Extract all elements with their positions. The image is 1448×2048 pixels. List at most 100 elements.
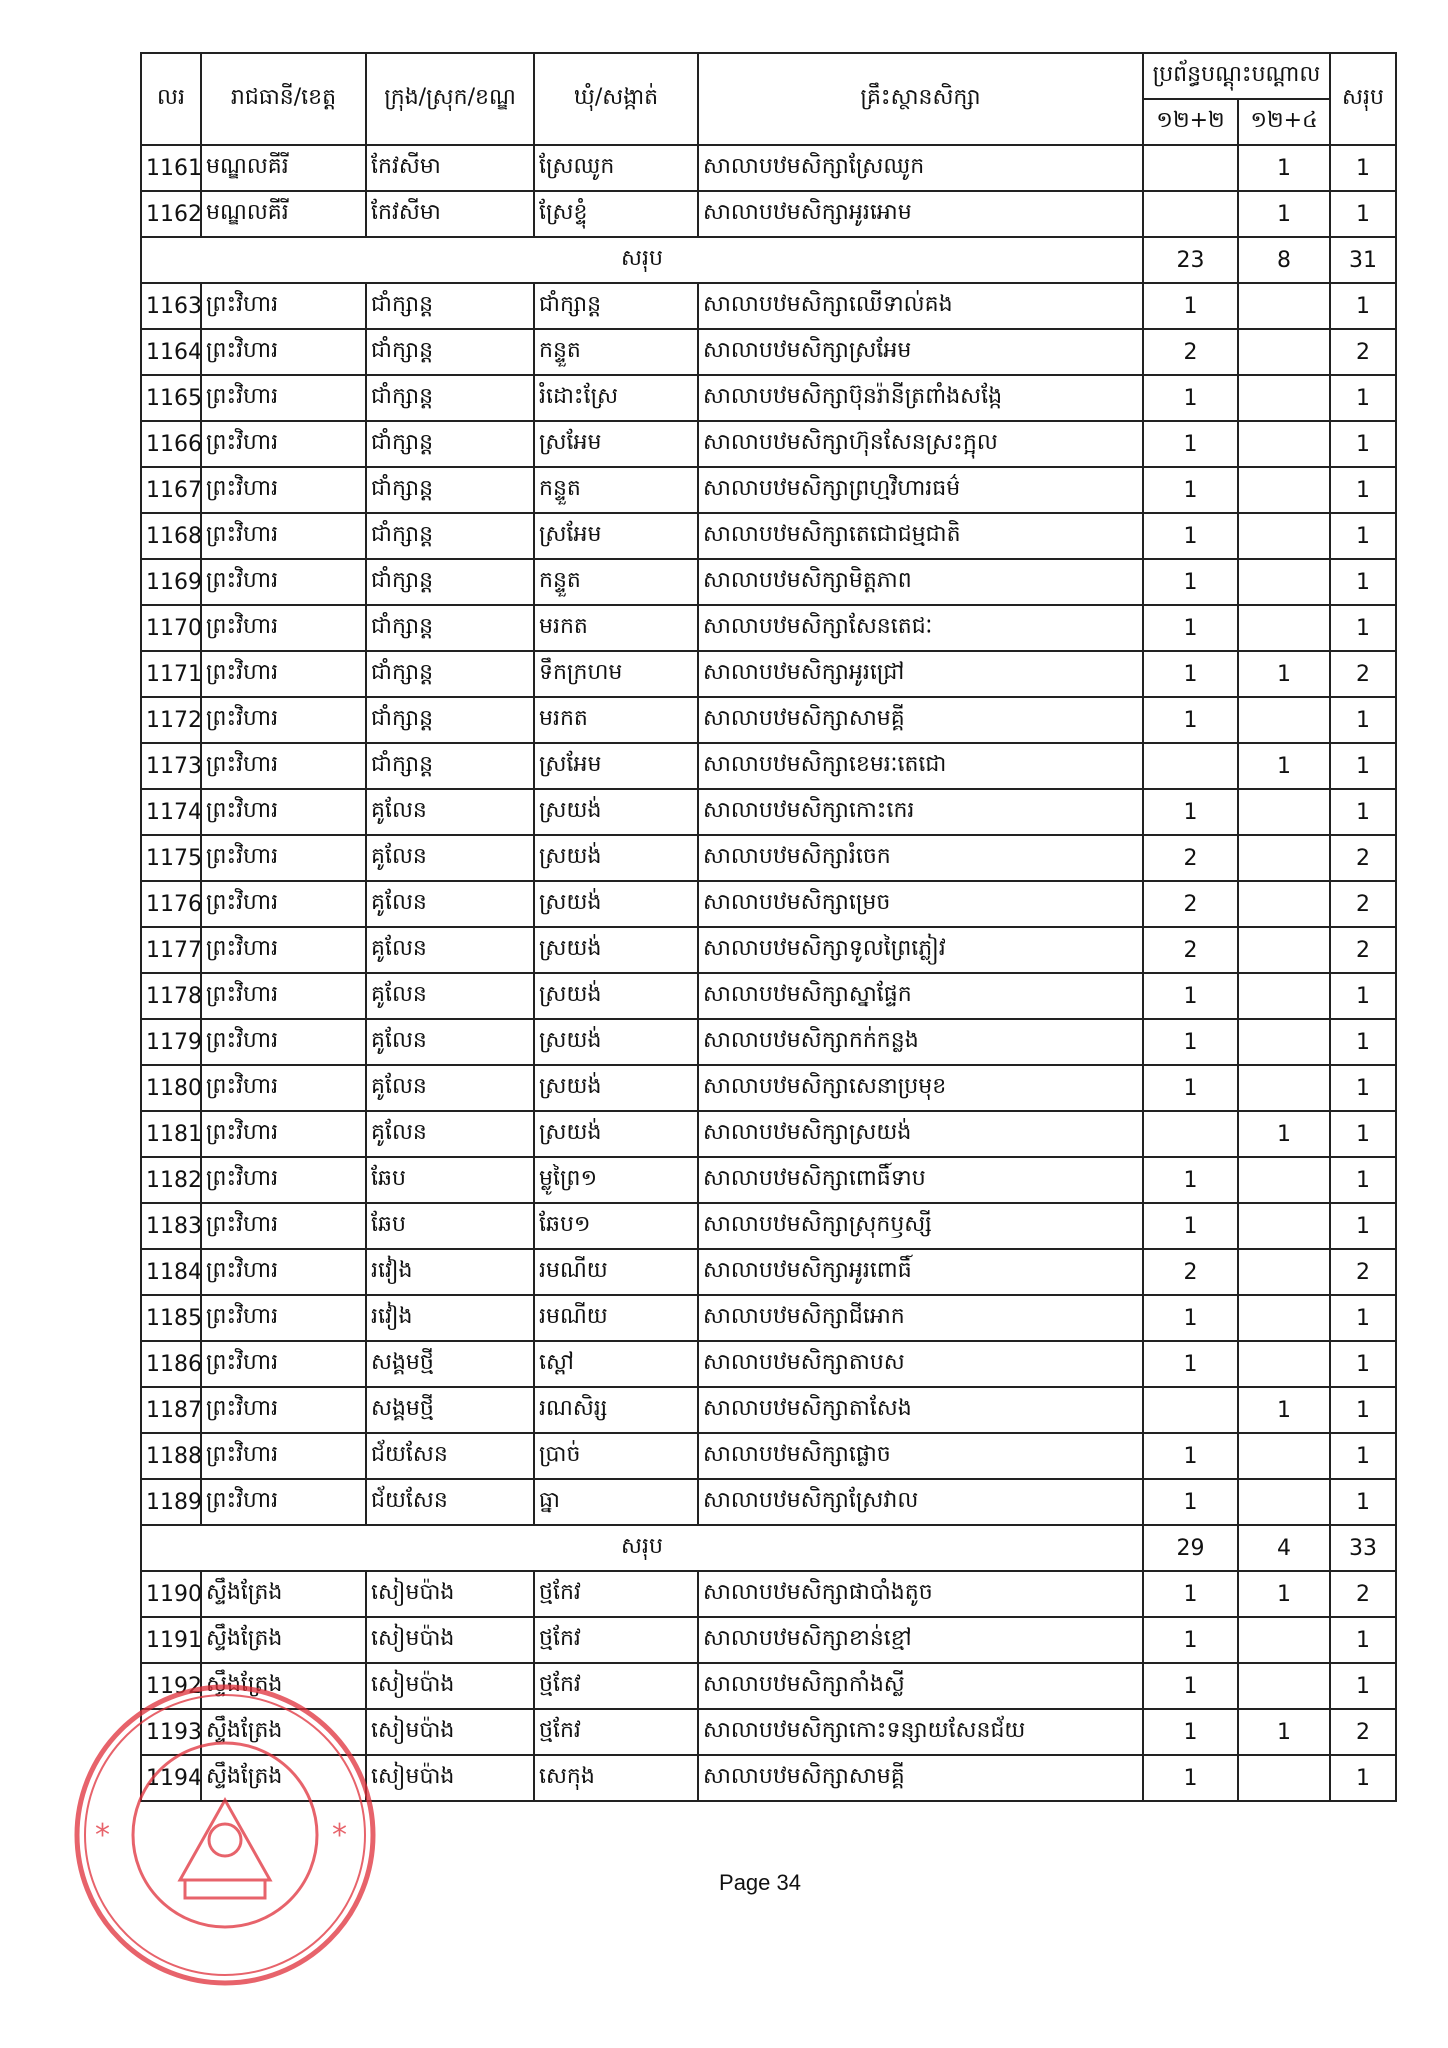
- cell-program-a: 1: [1142, 650, 1239, 698]
- cell-province: ព្រះវិហារ: [200, 880, 367, 928]
- cell-commune: ស្រអែម: [533, 512, 699, 560]
- cell-program-a: 2: [1142, 1248, 1239, 1296]
- cell-program-a: [1142, 190, 1239, 238]
- cell-program-b: [1237, 1202, 1331, 1250]
- cell-province: ព្រះវិហារ: [200, 512, 367, 560]
- cell-district: គូលែន: [365, 788, 535, 836]
- header-province: រាជធានី/ខេត្ត: [200, 52, 367, 146]
- cell-no: 1191: [140, 1616, 202, 1664]
- cell-no: 1169: [140, 558, 202, 606]
- cell-commune: ថ្មកែវ: [533, 1570, 699, 1618]
- cell-program-b: [1237, 972, 1331, 1020]
- table-row: 1183 ព្រះវិហារ ឆែប ឆែប១ សាលាបឋមសិក្សាស្រុកឫស…: [140, 1202, 1397, 1250]
- table-row: 1185 ព្រះវិហារ រវៀង រមណីយ សាលាបឋមសិក្សាជីអោក…: [140, 1294, 1397, 1342]
- cell-program-a: 1: [1142, 696, 1239, 744]
- cell-total: 1: [1329, 742, 1397, 790]
- cell-school: សាលាបឋមសិក្សាស្រែឈូក: [697, 144, 1144, 192]
- cell-district: សៀមប៉ាង: [365, 1754, 535, 1802]
- cell-commune: ម្លូព្រៃ១: [533, 1156, 699, 1204]
- cell-total: 33: [1329, 1524, 1397, 1572]
- cell-commune: រំដោះស្រែ: [533, 374, 699, 422]
- cell-no: 1192: [140, 1662, 202, 1710]
- cell-total: 2: [1329, 1248, 1397, 1296]
- cell-district: ជាំក្សាន្ត: [365, 512, 535, 560]
- cell-province: ស្ទឹងត្រែង: [200, 1570, 367, 1618]
- cell-school: សាលាបឋមសិក្សាផាបាំងតូច: [697, 1570, 1144, 1618]
- cell-total: 2: [1329, 1708, 1397, 1756]
- cell-total: 1: [1329, 788, 1397, 836]
- subtotal-label: សរុប: [140, 236, 1144, 284]
- cell-no: 1172: [140, 696, 202, 744]
- cell-program-b: 1: [1237, 144, 1331, 192]
- cell-total: 2: [1329, 650, 1397, 698]
- cell-school: សាលាបឋមសិក្សាកាំងស្លី: [697, 1662, 1144, 1710]
- header-program-b: ១២+៤: [1237, 98, 1331, 146]
- cell-commune: ទឹកក្រហម: [533, 650, 699, 698]
- cell-no: 1179: [140, 1018, 202, 1066]
- cell-program-a: 1: [1142, 466, 1239, 514]
- cell-program-a: [1142, 144, 1239, 192]
- cell-district: ជាំក្សាន្ត: [365, 742, 535, 790]
- cell-school: សាលាបឋមសិក្សាសេនាប្រមុខ: [697, 1064, 1144, 1112]
- cell-province: ព្រះវិហារ: [200, 696, 367, 744]
- cell-program-b: [1237, 1248, 1331, 1296]
- cell-school: សាលាបឋមសិក្សាស្រែវាល: [697, 1478, 1144, 1526]
- table-row: 1172 ព្រះវិហារ ជាំក្សាន្ត មរកត សាលាបឋមសិក្សា…: [140, 696, 1397, 744]
- table-row: 1171 ព្រះវិហារ ជាំក្សាន្ត ទឹកក្រហម សាលាបឋមសិ…: [140, 650, 1397, 698]
- cell-commune: ឆែប១: [533, 1202, 699, 1250]
- cell-program-b: [1237, 834, 1331, 882]
- cell-no: 1175: [140, 834, 202, 882]
- cell-province: ព្រះវិហារ: [200, 1432, 367, 1480]
- cell-no: 1190: [140, 1570, 202, 1618]
- cell-commune: ស្រែខ្ទុំ: [533, 190, 699, 238]
- cell-total: 1: [1329, 1202, 1397, 1250]
- cell-district: សៀមប៉ាង: [365, 1708, 535, 1756]
- cell-program-b: [1237, 1340, 1331, 1388]
- cell-no: 1184: [140, 1248, 202, 1296]
- cell-program-b: 1: [1237, 190, 1331, 238]
- table-row: 1164 ព្រះវិហារ ជាំក្សាន្ត កន្ទួត សាលាបឋមសិក្…: [140, 328, 1397, 376]
- cell-program-a: 1: [1142, 1064, 1239, 1112]
- cell-no: 1168: [140, 512, 202, 560]
- cell-school: សាលាបឋមសិក្សាសែនតេជៈ: [697, 604, 1144, 652]
- cell-no: 1182: [140, 1156, 202, 1204]
- cell-total: 2: [1329, 328, 1397, 376]
- table-row: 1165 ព្រះវិហារ ជាំក្សាន្ត រំដោះស្រែ សាលាបឋមស…: [140, 374, 1397, 422]
- cell-program-a: 1: [1142, 604, 1239, 652]
- cell-no: 1170: [140, 604, 202, 652]
- cell-program-a: 2: [1142, 834, 1239, 882]
- cell-program-b: [1237, 512, 1331, 560]
- cell-total: 1: [1329, 374, 1397, 422]
- cell-commune: ស្រយង់: [533, 880, 699, 928]
- cell-program-a: [1142, 742, 1239, 790]
- cell-school: សាលាបឋមសិក្សាផ្លោច: [697, 1432, 1144, 1480]
- cell-commune: មរកត: [533, 696, 699, 744]
- cell-program-b: [1237, 282, 1331, 330]
- table-row: 1187 ព្រះវិហារ សង្គមថ្មី រណសិរ្ស សាលាបឋមសិក្…: [140, 1386, 1397, 1434]
- cell-district: សៀមប៉ាង: [365, 1570, 535, 1618]
- cell-province: ព្រះវិហារ: [200, 1294, 367, 1342]
- cell-commune: មរកត: [533, 604, 699, 652]
- cell-province: ព្រះវិហារ: [200, 742, 367, 790]
- cell-program-b: 1: [1237, 1570, 1331, 1618]
- cell-total: 1: [1329, 1662, 1397, 1710]
- cell-program-b: [1237, 604, 1331, 652]
- cell-total: 31: [1329, 236, 1397, 284]
- table-row: 1179 ព្រះវិហារ គូលែន ស្រយង់ សាលាបឋមសិក្សាកក់…: [140, 1018, 1397, 1066]
- cell-program-b: [1237, 1294, 1331, 1342]
- cell-program-a: 1: [1142, 1156, 1239, 1204]
- cell-commune: ស្រយង់: [533, 834, 699, 882]
- table-row: 1162 មណ្ឌលគីរី កែវសីមា ស្រែខ្ទុំ សាលាបឋមសិក្…: [140, 190, 1397, 238]
- cell-total: 1: [1329, 558, 1397, 606]
- cell-district: ជាំក្សាន្ត: [365, 374, 535, 422]
- cell-program-a: 1: [1142, 282, 1239, 330]
- cell-total: 1: [1329, 972, 1397, 1020]
- cell-commune: រណសិរ្ស: [533, 1386, 699, 1434]
- cell-no: 1163: [140, 282, 202, 330]
- cell-total: 1: [1329, 696, 1397, 744]
- cell-school: សាលាបឋមសិក្សាប៊ុនរ៉ានីត្រពាំងសង្កែ: [697, 374, 1144, 422]
- cell-commune: ស្រយង់: [533, 972, 699, 1020]
- cell-commune: ស្រអែម: [533, 420, 699, 468]
- cell-program-a: 1: [1142, 1754, 1239, 1802]
- cell-school: សាលាបឋមសិក្សាតាបស: [697, 1340, 1144, 1388]
